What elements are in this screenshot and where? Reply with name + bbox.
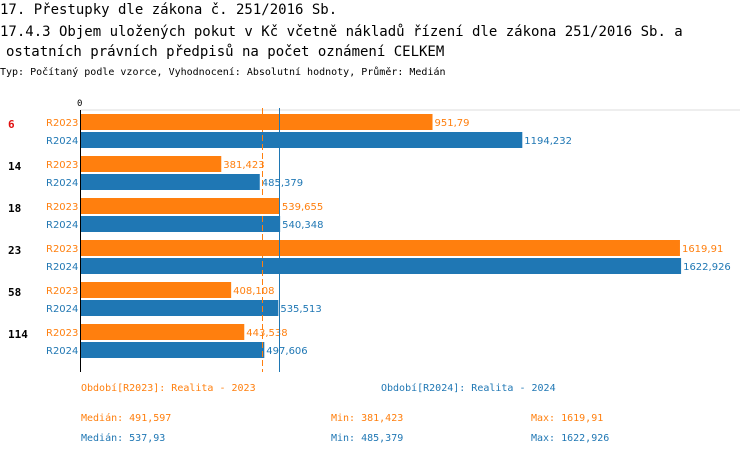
data-label: 539,655 bbox=[282, 202, 323, 213]
data-label: 497,606 bbox=[266, 346, 307, 357]
chart-title-line-2: 17.4.3 Objem uložených pokut v Kč včetně… bbox=[0, 24, 683, 40]
series-label: R2024 bbox=[46, 262, 78, 273]
data-label: 381,423 bbox=[223, 160, 264, 171]
category-label: 23 bbox=[8, 244, 21, 257]
bar bbox=[80, 342, 265, 358]
legend-r2023: Období[R2023]: Realita - 2023 bbox=[81, 383, 256, 394]
series-label: R2024 bbox=[46, 136, 78, 147]
category-label: 6 bbox=[8, 118, 15, 131]
bar bbox=[80, 216, 281, 232]
series-label: R2023 bbox=[46, 160, 78, 171]
bar bbox=[80, 324, 245, 340]
axis-zero-label: 0 bbox=[77, 99, 82, 109]
bar bbox=[80, 174, 260, 190]
bar bbox=[80, 156, 222, 172]
data-label: 540,348 bbox=[282, 220, 323, 231]
series-label: R2024 bbox=[46, 304, 78, 315]
bar bbox=[80, 282, 232, 298]
category-label: 58 bbox=[8, 286, 21, 299]
chart-subtitle: Typ: Počítaný podle vzorce, Vyhodnocení:… bbox=[0, 67, 446, 78]
chart-title-line-1: 17. Přestupky dle zákona č. 251/2016 Sb. bbox=[0, 2, 338, 18]
data-label: 535,513 bbox=[280, 304, 321, 315]
bar bbox=[80, 240, 680, 256]
data-label: 1622,926 bbox=[683, 262, 731, 273]
series-label: R2023 bbox=[46, 202, 78, 213]
category-label: 18 bbox=[8, 202, 21, 215]
data-label: 1619,91 bbox=[682, 244, 723, 255]
legend-r2024: Období[R2024]: Realita - 2024 bbox=[381, 383, 556, 394]
chart-title-line-3: ostatních právních předpisů na počet ozn… bbox=[6, 44, 445, 60]
max-2024: Max: 1622,926 bbox=[531, 433, 610, 444]
bar bbox=[80, 198, 280, 214]
bar bbox=[80, 132, 523, 148]
series-label: R2023 bbox=[46, 118, 78, 129]
category-label: 114 bbox=[8, 328, 28, 341]
series-label: R2023 bbox=[46, 244, 78, 255]
bar bbox=[80, 114, 433, 130]
median-2024: Medián: 537,93 bbox=[81, 433, 166, 444]
series-label: R2023 bbox=[46, 328, 78, 339]
bar bbox=[80, 300, 279, 316]
series-label: R2024 bbox=[46, 220, 78, 231]
median-2023: Medián: 491,597 bbox=[81, 413, 172, 424]
data-label: 951,79 bbox=[435, 118, 470, 129]
series-label: R2024 bbox=[46, 178, 78, 189]
min-2024: Min: 485,379 bbox=[331, 433, 404, 444]
data-label: 408,108 bbox=[233, 286, 274, 297]
category-label: 14 bbox=[8, 160, 22, 173]
data-label: 485,379 bbox=[262, 178, 303, 189]
data-label: 443,538 bbox=[246, 328, 287, 339]
data-label: 1194,232 bbox=[524, 136, 572, 147]
max-2023: Max: 1619,91 bbox=[531, 413, 604, 424]
series-label: R2024 bbox=[46, 346, 78, 357]
min-2023: Min: 381,423 bbox=[331, 413, 404, 424]
series-label: R2023 bbox=[46, 286, 78, 297]
bar bbox=[80, 258, 682, 274]
